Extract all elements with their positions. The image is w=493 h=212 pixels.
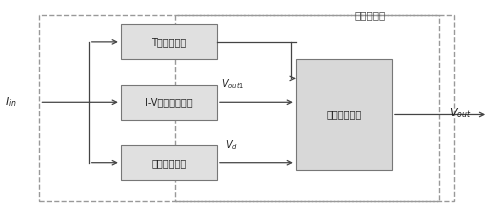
- Text: $V_{out}$: $V_{out}$: [449, 106, 471, 120]
- Text: 温漂抑制电路: 温漂抑制电路: [151, 158, 186, 168]
- Text: 仪表放大电路: 仪表放大电路: [326, 109, 361, 120]
- Text: $I_{in}$: $I_{in}$: [5, 95, 17, 109]
- Bar: [121, 145, 217, 180]
- Bar: [39, 15, 454, 201]
- Bar: [175, 15, 439, 201]
- Text: $V_{out1}$: $V_{out1}$: [221, 77, 245, 91]
- Text: $V_d$: $V_d$: [225, 138, 238, 152]
- Text: T型反馈电路: T型反馈电路: [151, 37, 186, 47]
- Bar: [296, 59, 392, 170]
- Text: 金属屏蔽盒: 金属屏蔽盒: [354, 10, 386, 20]
- Text: I-V转换放大电路: I-V转换放大电路: [145, 97, 193, 107]
- Bar: [121, 24, 217, 59]
- Bar: [121, 85, 217, 120]
